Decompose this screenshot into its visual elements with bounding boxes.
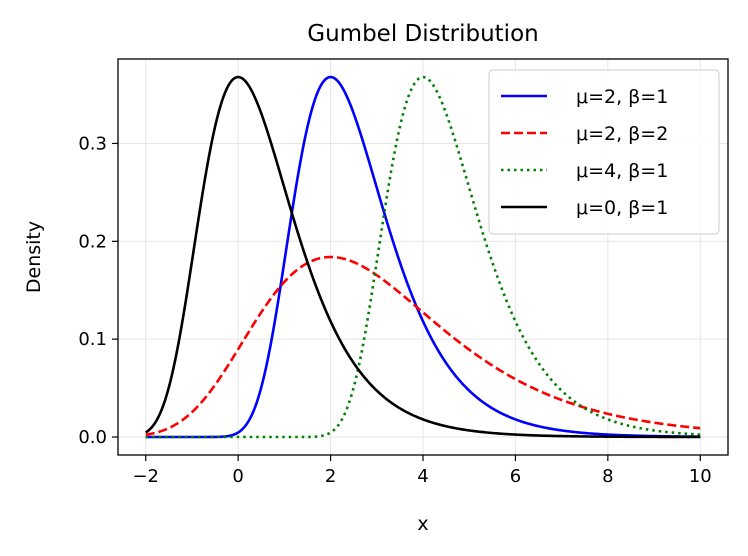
- y-tick-label: 0.1: [78, 329, 107, 350]
- series-line-2: [145, 255, 701, 437]
- legend-label: μ=4, β=1: [576, 160, 668, 182]
- legend-label: μ=2, β=2: [576, 123, 668, 145]
- series-group: [145, 75, 701, 439]
- series-line-1: [145, 75, 701, 439]
- x-tick-label: 2: [325, 466, 336, 487]
- x-axis: −2 0 2 4 6 8 10: [132, 455, 712, 487]
- series-line-3: [145, 75, 701, 439]
- x-tick-label: 8: [602, 466, 613, 487]
- y-tick-label: 0.2: [78, 231, 107, 252]
- y-axis: 0.0 0.1 0.2 0.3: [78, 133, 118, 448]
- x-tick-label: −2: [132, 466, 159, 487]
- y-tick-label: 0.0: [78, 427, 107, 448]
- legend-label: μ=0, β=1: [576, 197, 668, 219]
- legend-box: [488, 69, 720, 235]
- y-axis-label: Density: [23, 221, 45, 293]
- legend-label: μ=2, β=1: [576, 86, 668, 108]
- x-tick-label: 6: [510, 466, 521, 487]
- y-tick-label: 0.3: [78, 133, 107, 154]
- x-tick-label: 4: [417, 466, 428, 487]
- x-tick-label: 10: [689, 466, 712, 487]
- legend: μ=2, β=1 μ=2, β=2 μ=4, β=1 μ=0, β=1: [488, 69, 720, 235]
- x-tick-label: 0: [232, 466, 243, 487]
- series-line-4: [145, 75, 701, 439]
- x-axis-label: x: [417, 513, 428, 535]
- chart-title: Gumbel Distribution: [307, 21, 538, 47]
